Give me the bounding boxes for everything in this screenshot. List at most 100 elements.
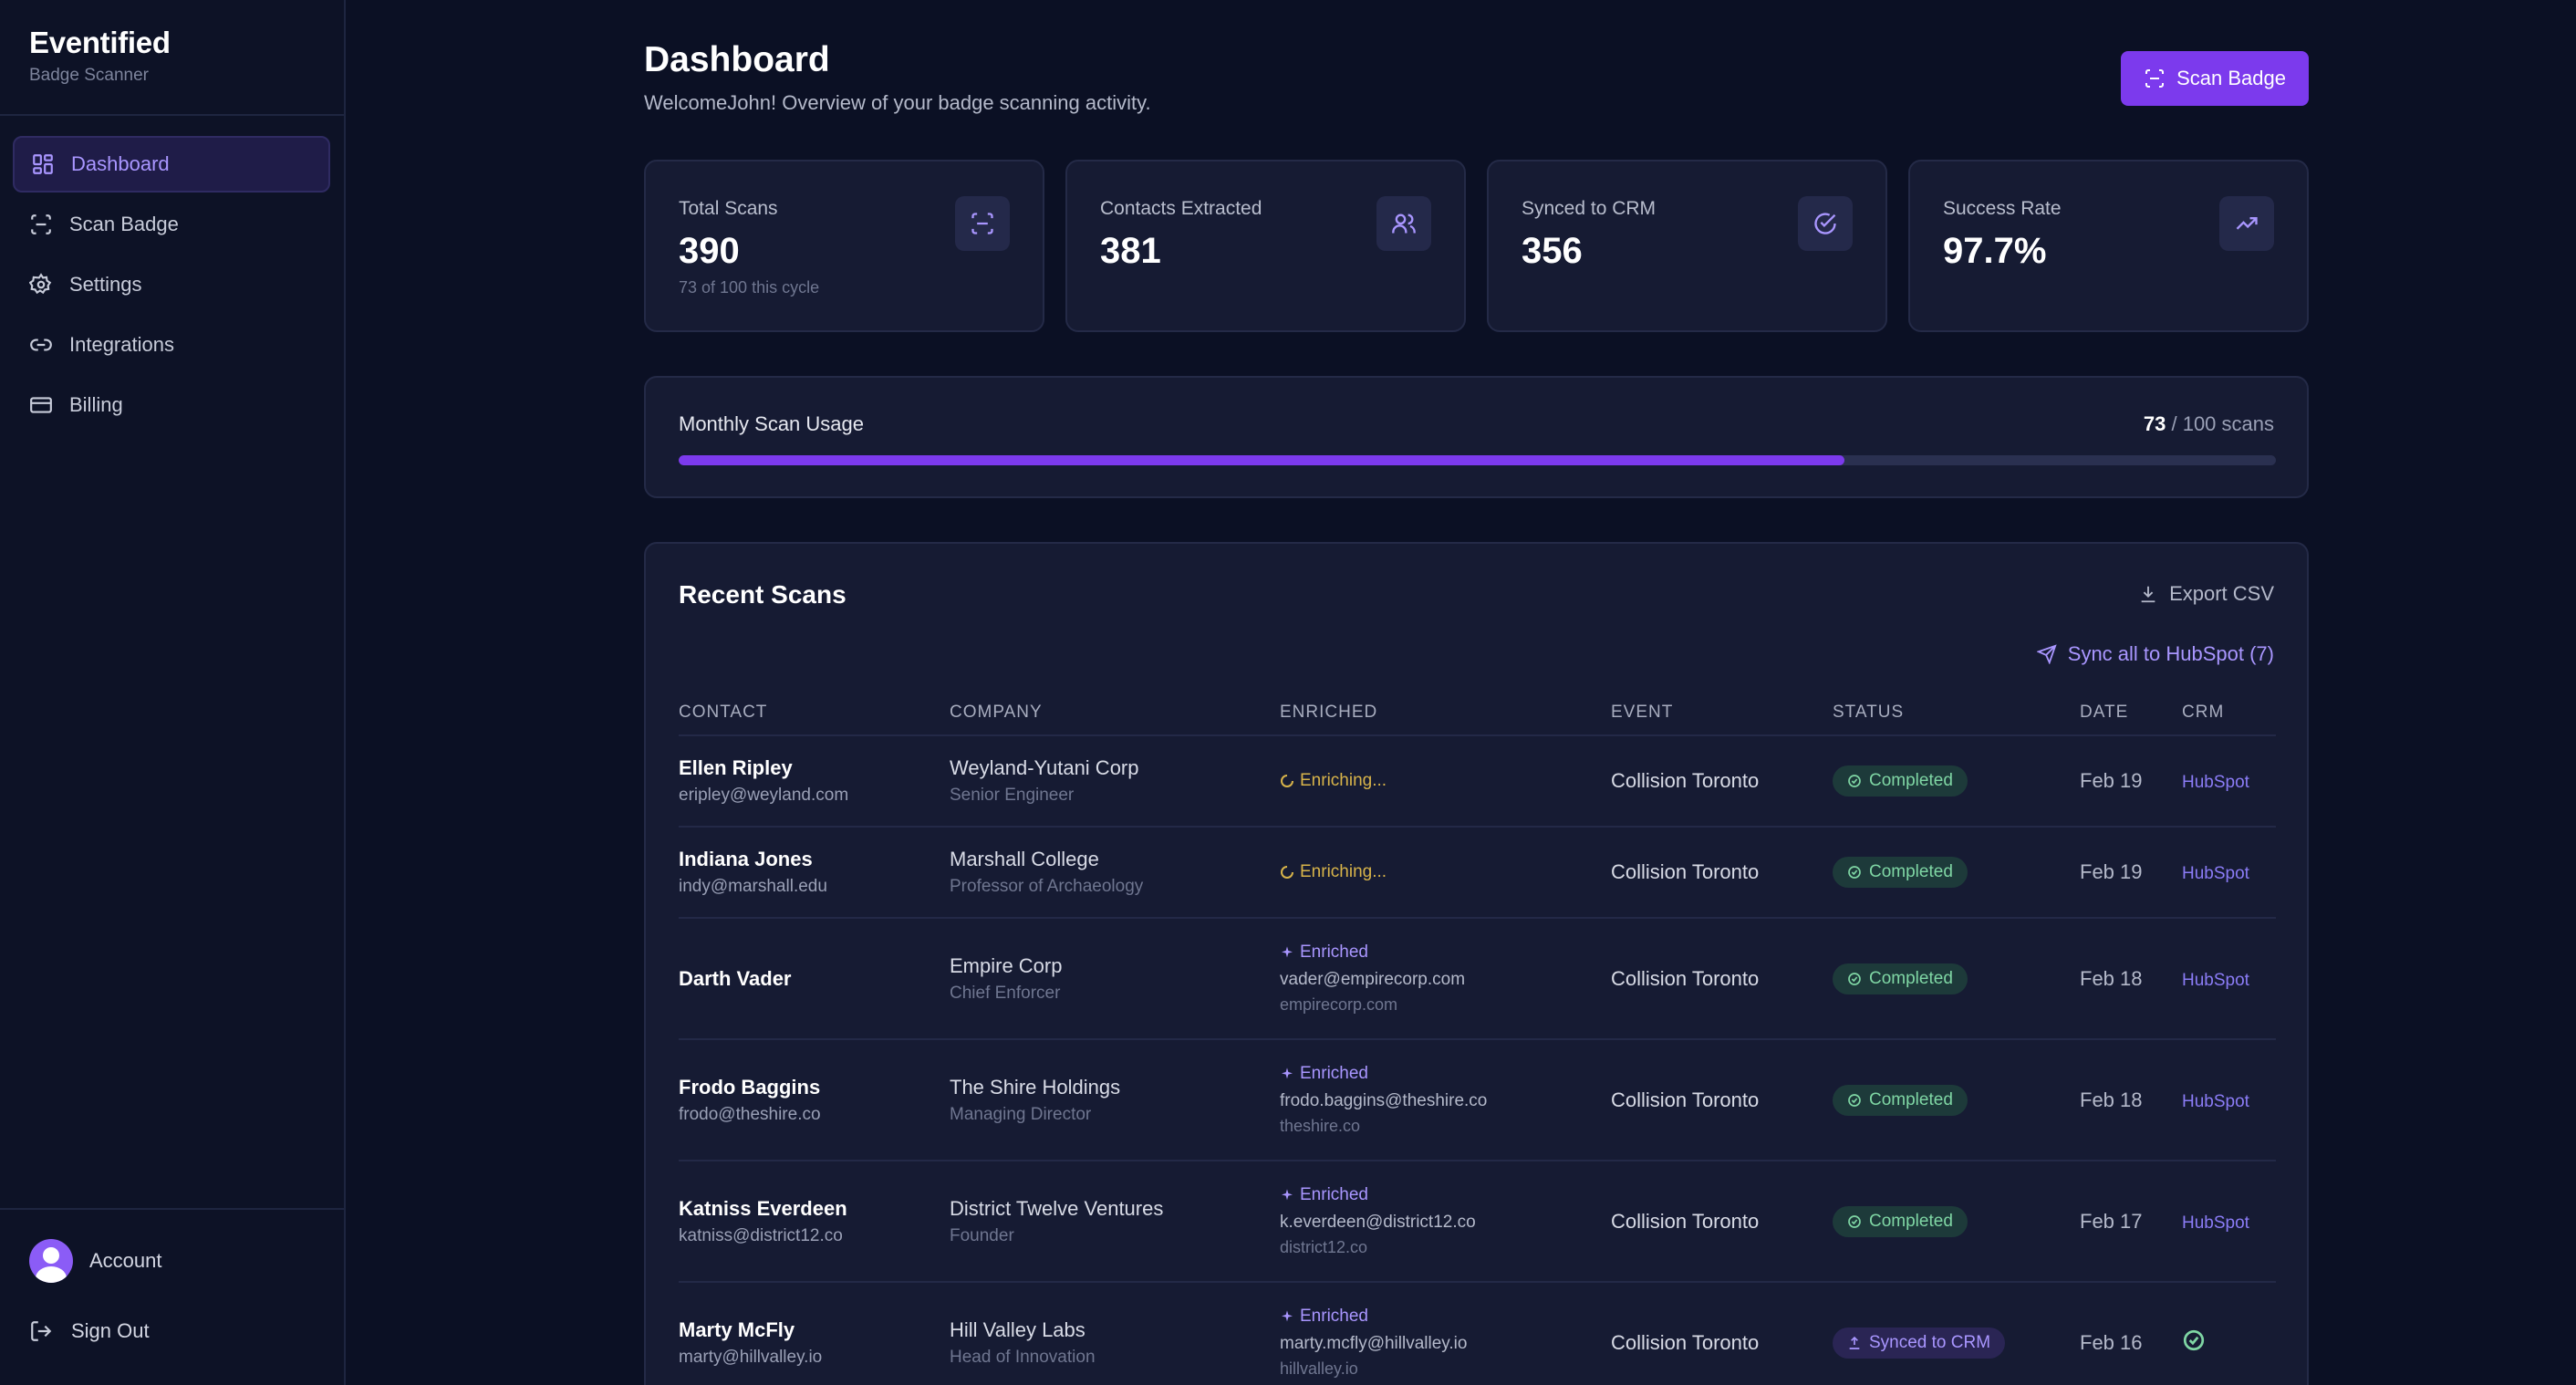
export-csv-button[interactable]: Export CSV: [2138, 582, 2274, 606]
sign-out-label: Sign Out: [71, 1319, 150, 1342]
enrich-state: Enriching...: [1300, 771, 1387, 790]
scan-date: Feb 18: [2080, 918, 2182, 1040]
page-subtitle: WelcomeJohn! Overview of your badge scan…: [644, 91, 1151, 114]
recent-scans-table: CONTACT COMPANY ENRICHED EVENT STATUS DA…: [679, 690, 2276, 1385]
stat-value: 390: [679, 231, 740, 271]
status-text: Completed: [1869, 968, 1953, 988]
sidebar-item-scan-badge[interactable]: Scan Badge: [13, 196, 330, 253]
column-header-enriched[interactable]: ENRICHED: [1280, 690, 1611, 736]
stat-label: Success Rate: [1943, 198, 2062, 219]
company-name: District Twelve Ventures: [950, 1196, 1164, 1220]
sign-out-button[interactable]: Sign Out: [29, 1319, 150, 1343]
column-header-crm[interactable]: CRM: [2182, 690, 2276, 736]
account-link[interactable]: Account: [29, 1239, 162, 1283]
crm-link[interactable]: HubSpot: [2182, 1213, 2249, 1233]
crm-link[interactable]: HubSpot: [2182, 864, 2249, 883]
table-row[interactable]: Katniss Everdeen katniss@district12.co Di…: [679, 1161, 2276, 1283]
contact-name: Darth Vader: [679, 966, 792, 990]
sparkle-icon: [1282, 1310, 1293, 1322]
contact-name: Frodo Baggins: [679, 1075, 821, 1099]
sidebar-item-billing[interactable]: Billing: [13, 377, 330, 433]
sidebar-item-label: Billing: [69, 393, 123, 416]
table-row[interactable]: Ellen Ripley eripley@weyland.com Weyland-…: [679, 735, 2276, 828]
check-circle-icon: [1848, 972, 1861, 985]
scan-badge-button[interactable]: Scan Badge: [2121, 51, 2309, 106]
contact-email: frodo@theshire.co: [679, 1104, 821, 1124]
status-badge: Synced to CRM: [1833, 1327, 2006, 1359]
event-name: Collision Toronto: [1611, 735, 1833, 828]
scan-date: Feb 19: [2080, 735, 2182, 828]
account-label: Account: [89, 1249, 162, 1272]
status-badge: Completed: [1833, 963, 1968, 994]
sparkle-icon: [1282, 1189, 1293, 1201]
crm-link[interactable]: HubSpot: [2182, 970, 2249, 990]
status-badge: Completed: [1833, 1084, 1968, 1116]
sidebar-nav: Dashboard Scan Badge Settings Integratio…: [13, 136, 330, 437]
enrich-state: Enriched: [1300, 942, 1368, 962]
users-icon: [1376, 196, 1431, 251]
sparkle-icon: [1282, 946, 1293, 958]
event-name: Collision Toronto: [1611, 1282, 1833, 1385]
stat-value: 356: [1522, 231, 1583, 271]
sidebar-item-label: Integrations: [69, 333, 174, 356]
recent-scans-card: Recent Scans Export CSV Sync all to HubS…: [644, 542, 2309, 1385]
contact-name: Marty McFly: [679, 1317, 795, 1341]
stat-card-contacts-extracted: Contacts Extracted 381: [1065, 160, 1466, 332]
crm-link[interactable]: HubSpot: [2182, 773, 2249, 792]
sidebar-divider: [0, 114, 344, 116]
stat-value: 97.7%: [1943, 231, 2047, 271]
enriched-domain: district12.co: [1280, 1238, 1368, 1256]
download-icon: [2141, 586, 2155, 603]
table-header-row: CONTACT COMPANY ENRICHED EVENT STATUS DA…: [679, 690, 2276, 736]
scan-icon: [31, 214, 51, 234]
table-row[interactable]: Darth Vader Empire Corp Chief Enforcer En…: [679, 918, 2276, 1040]
usage-used: 73: [2143, 412, 2166, 435]
check-circle-icon: [1798, 196, 1853, 251]
sidebar-bottom-divider: [0, 1208, 344, 1210]
status-badge: Completed: [1833, 1205, 1968, 1237]
gear-icon: [29, 273, 52, 295]
sidebar: Eventified Badge Scanner Dashboard Scan …: [0, 0, 346, 1385]
check-circle-icon: [2183, 1329, 2205, 1350]
usage-total: / 100 scans: [2171, 412, 2274, 435]
usage-count: 73 / 100 scans: [2144, 412, 2274, 436]
table-row[interactable]: Indiana Jones indy@marshall.edu Marshall …: [679, 827, 2276, 919]
send-icon: [2036, 644, 2057, 664]
sparkle-icon: [1282, 1067, 1293, 1079]
contact-role: Senior Engineer: [950, 786, 1075, 805]
contact-role: Professor of Archaeology: [950, 877, 1144, 896]
column-header-company[interactable]: COMPANY: [950, 690, 1280, 736]
sync-all-hubspot-button[interactable]: Sync all to HubSpot (7): [2036, 642, 2274, 666]
sidebar-item-dashboard[interactable]: Dashboard: [13, 136, 330, 193]
usage-title: Monthly Scan Usage: [679, 412, 864, 435]
enrich-state: Enriching...: [1300, 862, 1387, 881]
column-header-event[interactable]: EVENT: [1611, 690, 1833, 736]
enriched-domain: theshire.co: [1280, 1117, 1361, 1135]
stat-label: Synced to CRM: [1522, 198, 1657, 219]
sidebar-item-settings[interactable]: Settings: [13, 256, 330, 313]
status-badge: Completed: [1833, 857, 1968, 888]
sidebar-item-label: Dashboard: [71, 152, 170, 175]
avatar: [29, 1239, 73, 1283]
column-header-contact[interactable]: CONTACT: [679, 690, 950, 736]
check-circle-icon: [1848, 1093, 1861, 1107]
crm-link[interactable]: HubSpot: [2182, 1091, 2249, 1111]
status-badge: Completed: [1833, 765, 1968, 797]
brand-title: Eventified: [29, 26, 171, 59]
check-circle-icon: [1848, 775, 1861, 787]
column-header-date[interactable]: DATE: [2080, 690, 2182, 736]
contact-email: eripley@weyland.com: [679, 786, 849, 805]
contact-name: Ellen Ripley: [679, 756, 793, 779]
table-row[interactable]: Marty McFly marty@hillvalley.io Hill Vall…: [679, 1282, 2276, 1385]
column-header-status[interactable]: STATUS: [1833, 690, 2080, 736]
sidebar-item-integrations[interactable]: Integrations: [13, 317, 330, 373]
enriched-email: frodo.baggins@theshire.co: [1280, 1091, 1488, 1110]
table-row[interactable]: Frodo Baggins frodo@theshire.co The Shire…: [679, 1039, 2276, 1161]
trending-up-icon: [2219, 196, 2274, 251]
check-circle-icon: [1848, 866, 1861, 879]
enrich-state: Enriched: [1300, 1185, 1368, 1204]
sidebar-item-label: Scan Badge: [69, 213, 179, 235]
stats-row: Total Scans 390 73 of 100 this cycle Con…: [644, 160, 2309, 332]
brand-subtitle: Badge Scanner: [29, 66, 149, 85]
stat-card-synced-to-crm: Synced to CRM 356: [1487, 160, 1887, 332]
